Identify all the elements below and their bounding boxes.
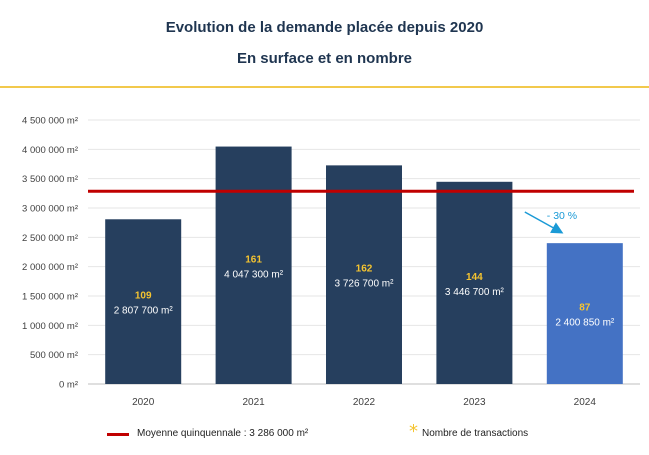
transactions-label: 161 (245, 254, 262, 265)
legend-transactions-label: Nombre de transactions (422, 428, 529, 439)
y-tick-label: 3 500 000 m² (22, 174, 78, 185)
transactions-label: 144 (466, 272, 483, 283)
x-tick-label: 2020 (132, 397, 155, 408)
legend-average-line (107, 433, 129, 436)
bar (436, 181, 513, 384)
x-tick-label: 2022 (353, 397, 376, 408)
transactions-label: 87 (579, 303, 591, 314)
bar-value-label: 4 047 300 m² (224, 269, 284, 280)
y-tick-label: 2 000 000 m² (22, 262, 78, 273)
bar (326, 165, 402, 384)
x-tick-label: 2021 (242, 397, 265, 408)
title-divider (0, 86, 649, 88)
chart-subtitle: En surface et en nombre (236, 50, 413, 67)
transactions-label: 109 (135, 291, 152, 302)
y-tick-label: 2 500 000 m² (22, 233, 78, 244)
y-tick-label: 0 m² (59, 380, 78, 391)
bar-value-label: 3 446 700 m² (445, 287, 505, 298)
y-tick-label: 1 500 000 m² (22, 292, 78, 303)
legend-average-label: Moyenne quinquennale : 3 286 000 m² (137, 428, 309, 439)
x-tick-label: 2023 (463, 397, 486, 408)
transactions-label: 162 (356, 264, 373, 275)
bar (546, 243, 623, 384)
y-tick-label: 500 000 m² (30, 350, 78, 361)
bar-value-label: 3 726 700 m² (335, 279, 395, 290)
bar-value-label: 2 807 700 m² (114, 306, 174, 317)
y-tick-label: 4 000 000 m² (22, 145, 78, 156)
bar (215, 146, 292, 384)
annotation-arrow (524, 211, 564, 234)
annotation-label: - 30 % (547, 210, 577, 222)
legend-transactions-marker: * (409, 421, 418, 442)
bar (105, 219, 182, 384)
y-tick-label: 3 000 000 m² (22, 204, 78, 215)
bar-value-label: 2 400 850 m² (555, 318, 615, 329)
y-tick-label: 1 000 000 m² (22, 321, 78, 332)
x-tick-label: 2024 (574, 397, 597, 408)
chart-title: Evolution de la demande placée depuis 20… (165, 19, 484, 36)
y-tick-label: 4 500 000 m² (22, 116, 78, 127)
